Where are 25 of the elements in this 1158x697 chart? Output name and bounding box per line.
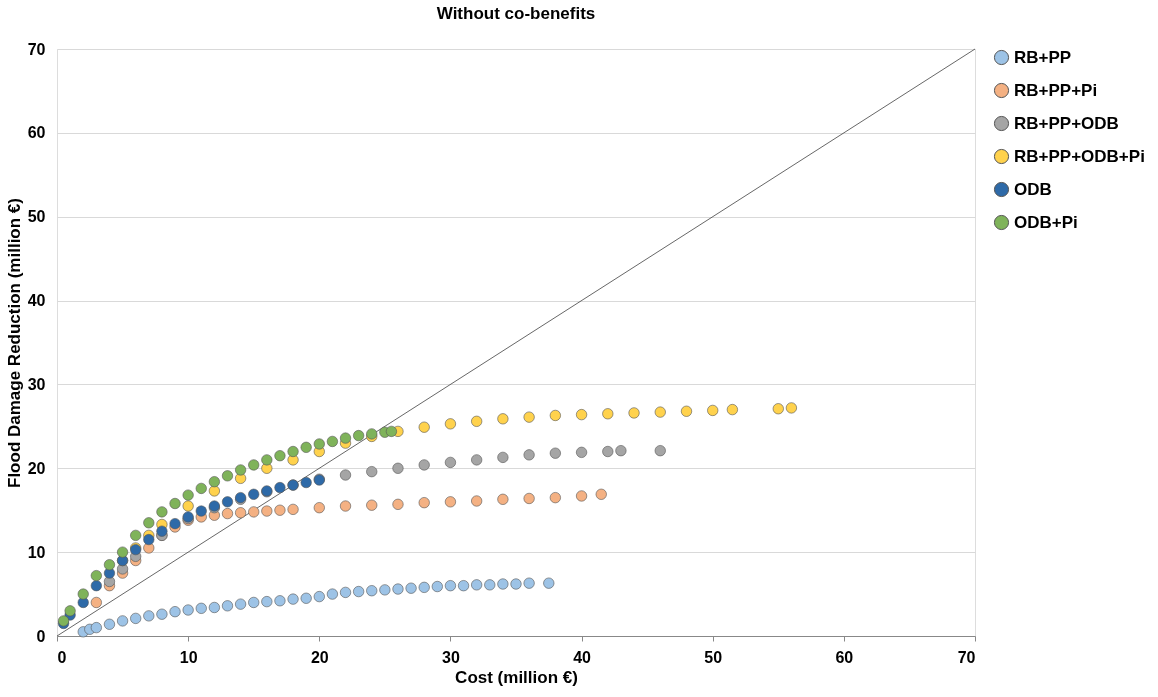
x-tick-label: 50 (704, 648, 723, 666)
y-tick-label: 0 (36, 627, 46, 645)
y-tick-label: 30 (27, 375, 46, 393)
y-axis-title: Flood Damage Reduction (million €) (4, 198, 24, 488)
legend-label: RB+PP (1014, 47, 1072, 67)
y-tick-label: 20 (27, 459, 46, 477)
chart-title: Without co-benefits (436, 4, 596, 23)
y-tick-label: 10 (27, 543, 46, 561)
x-tick-label: 70 (957, 648, 976, 666)
y-tick-label: 40 (27, 292, 46, 310)
legend-label: RB+PP+ODB+Pi (1014, 146, 1145, 166)
x-tick-label: 10 (179, 648, 198, 666)
x-tick-label: 60 (835, 648, 854, 666)
legend-label: ODB+Pi (1014, 212, 1078, 232)
y-tick-label: 70 (27, 40, 46, 58)
x-tick-label: 20 (310, 648, 329, 666)
y-tick-label: 60 (27, 124, 46, 142)
y-tick-label: 50 (27, 208, 46, 226)
x-tick-label: 0 (57, 648, 67, 666)
x-tick-label: 40 (573, 648, 592, 666)
x-tick-label: 30 (442, 648, 460, 666)
legend-label: ODB (1014, 179, 1052, 199)
x-axis-title: Cost (million €) (455, 667, 578, 687)
legend-label: RB+PP+Pi (1014, 80, 1098, 100)
legend-label: RB+PP+ODB (1014, 113, 1119, 133)
